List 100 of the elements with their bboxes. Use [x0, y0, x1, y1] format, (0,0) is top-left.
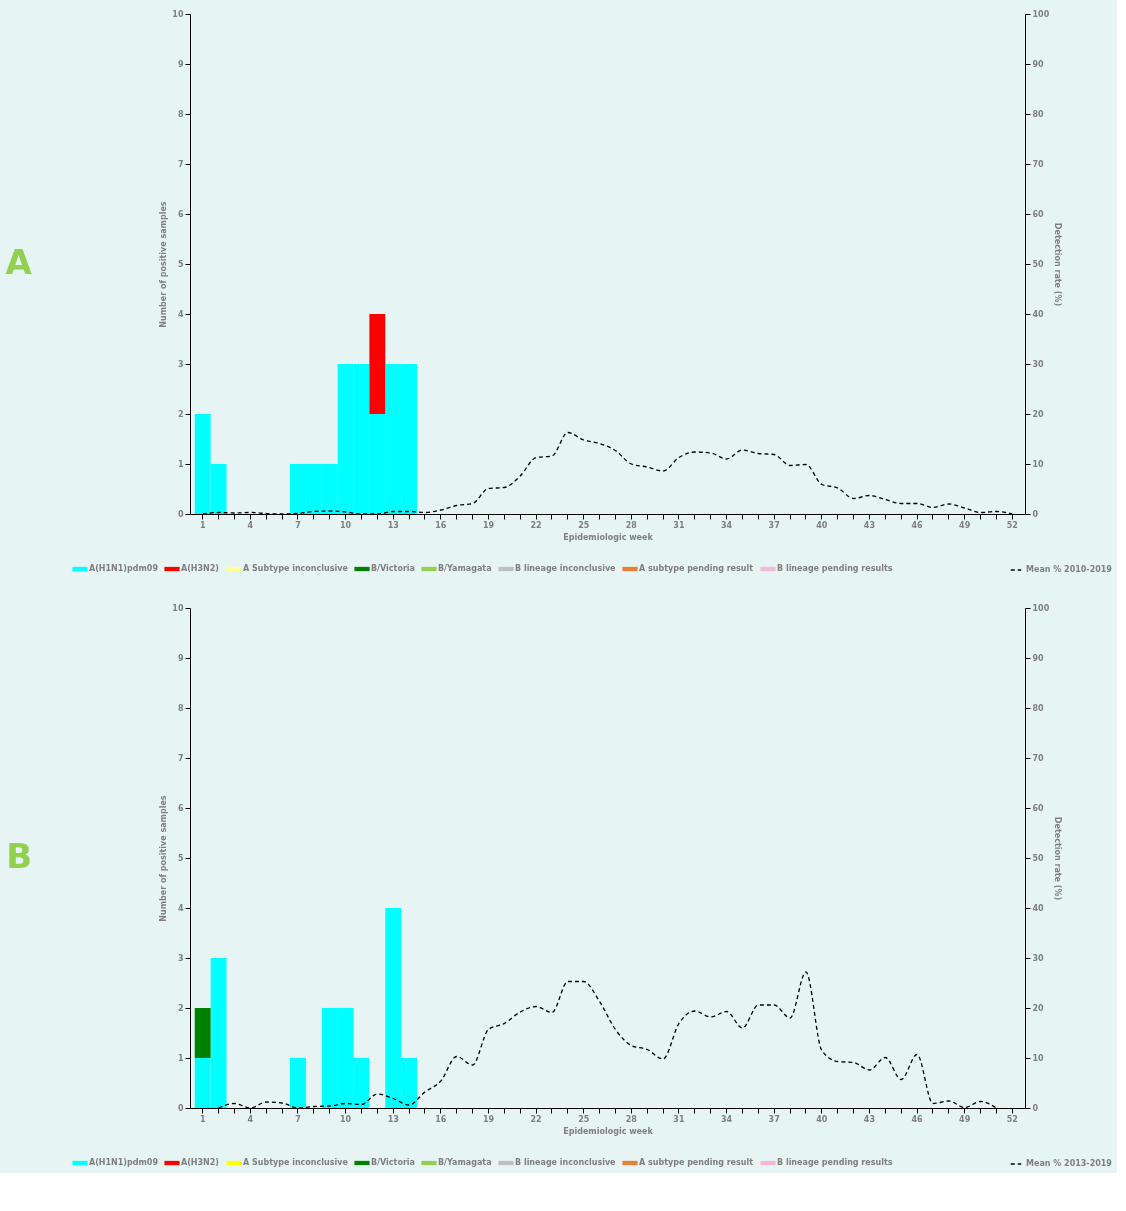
y-tick-label: 3 [177, 359, 184, 369]
y2-tick-label: 10 [1032, 1053, 1045, 1063]
x-tick-label: 52 [1006, 1114, 1018, 1124]
x-tick-label: 28 [625, 520, 638, 530]
y2-tick-label: 80 [1032, 703, 1045, 713]
x-tick-label: 34 [720, 1114, 733, 1124]
y2-tick-label: 90 [1032, 59, 1045, 69]
x-tick-label: 49 [959, 1114, 971, 1124]
legend-label: B/Yamagata [438, 564, 492, 573]
x-tick-label: 25 [578, 1114, 590, 1124]
legend-label: B/Yamagata [438, 1158, 492, 1167]
legend-label: B lineage inconclusive [515, 1158, 617, 1167]
y-axis-title: Number of positive samples [159, 201, 169, 328]
x-tick-label: 22 [530, 1114, 542, 1124]
x-tick-label: 16 [435, 520, 447, 530]
y2-tick-label: 30 [1032, 953, 1045, 963]
legend-label: A(H1N1)pdm09 [89, 1158, 159, 1167]
y-tick-label: 0 [177, 1103, 184, 1113]
y2-tick-label: 50 [1032, 853, 1045, 863]
x-tick-label: 25 [578, 520, 590, 530]
y-axis-title: Number of positive samples [159, 795, 169, 922]
y-tick-label: 10 [172, 603, 184, 613]
x-tick-label: 1 [199, 520, 206, 530]
y-tick-label: 9 [177, 653, 184, 663]
y2-tick-label: 0 [1032, 1103, 1039, 1113]
x-tick-label: 46 [911, 520, 924, 530]
y-tick-label: 2 [177, 1003, 184, 1013]
legend-label: B lineage inconclusive [515, 564, 617, 573]
y-tick-label: 8 [177, 109, 184, 119]
x-tick-label: 28 [625, 1114, 638, 1124]
x-tick-label: 4 [247, 520, 254, 530]
x-tick-label: 43 [863, 1114, 875, 1124]
y2-tick-label: 60 [1032, 803, 1045, 813]
legend-label: A Subtype inconclusive [243, 1158, 349, 1167]
y-tick-label: 1 [177, 1053, 184, 1063]
x-tick-label: 10 [340, 520, 352, 530]
x-tick-label: 16 [435, 1114, 447, 1124]
legend-label: A Subtype inconclusive [243, 564, 349, 573]
y2-tick-label: 70 [1032, 753, 1045, 763]
y-tick-label: 7 [177, 753, 184, 763]
y2-tick-label: 70 [1032, 159, 1045, 169]
y2-tick-label: 60 [1032, 209, 1045, 219]
y-tick-label: 6 [177, 209, 184, 219]
bar [290, 1058, 306, 1108]
bar [194, 1008, 211, 1058]
x-tick-label: 4 [247, 1114, 254, 1124]
x-axis-title: Epidemiologic week [563, 1126, 654, 1136]
legend-label: A(H1N1)pdm09 [89, 564, 159, 573]
x-tick-label: 7 [295, 520, 301, 530]
x-tick-label: 52 [1006, 520, 1018, 530]
y-tick-label: 2 [177, 409, 184, 419]
y-tick-label: 9 [177, 59, 184, 69]
legend-label: Mean % 2010-2019 [1026, 565, 1113, 574]
y2-axis-title: Detection rate (%) [1053, 222, 1063, 307]
y2-tick-label: 10 [1032, 459, 1045, 469]
x-tick-label: 19 [482, 520, 495, 530]
x-tick-label: 49 [959, 520, 971, 530]
y-tick-label: 10 [172, 9, 184, 19]
y-tick-label: 1 [177, 459, 184, 469]
y-tick-label: 6 [177, 803, 184, 813]
legend-label: A subtype pending result [639, 1158, 754, 1167]
legend-label: A(H3N2) [181, 564, 220, 573]
x-tick-label: 37 [768, 1114, 780, 1124]
legend-label: B/Victoria [371, 564, 415, 573]
x-tick-label: 13 [387, 520, 399, 530]
x-tick-label: 34 [720, 520, 733, 530]
x-tick-label: 19 [482, 1114, 495, 1124]
y2-tick-label: 100 [1032, 603, 1050, 613]
x-tick-label: 31 [673, 520, 685, 530]
x-tick-label: 46 [911, 1114, 924, 1124]
y2-tick-label: 20 [1032, 1003, 1045, 1013]
legend-label: B lineage pending results [777, 1158, 893, 1167]
x-axis-title: Epidemiologic week [563, 532, 654, 542]
legend-label: A subtype pending result [639, 564, 754, 573]
y-tick-label: 0 [177, 509, 184, 519]
y2-tick-label: 40 [1032, 903, 1045, 913]
y-tick-label: 5 [177, 853, 184, 863]
x-tick-label: 1 [199, 1114, 206, 1124]
x-tick-label: 31 [673, 1114, 685, 1124]
x-tick-label: 37 [768, 520, 780, 530]
y-tick-label: 3 [177, 953, 184, 963]
y-tick-label: 4 [177, 309, 184, 319]
bar [369, 314, 386, 414]
x-tick-label: 40 [816, 520, 828, 530]
text: B [6, 836, 33, 876]
x-tick-label: 22 [530, 520, 542, 530]
y-tick-label: 8 [177, 703, 184, 713]
text: A [5, 242, 33, 282]
y2-tick-label: 40 [1032, 309, 1045, 319]
y2-tick-label: 90 [1032, 653, 1045, 663]
x-tick-label: 7 [295, 1114, 301, 1124]
x-tick-label: 10 [340, 1114, 352, 1124]
y2-tick-label: 50 [1032, 259, 1045, 269]
legend-label: B/Victoria [371, 1158, 415, 1167]
legend-label: B lineage pending results [777, 564, 893, 573]
y2-tick-label: 80 [1032, 109, 1045, 119]
y2-tick-label: 20 [1032, 409, 1045, 419]
y2-tick-label: 100 [1032, 9, 1050, 19]
legend-label: A(H3N2) [181, 1158, 220, 1167]
x-tick-label: 13 [387, 1114, 399, 1124]
